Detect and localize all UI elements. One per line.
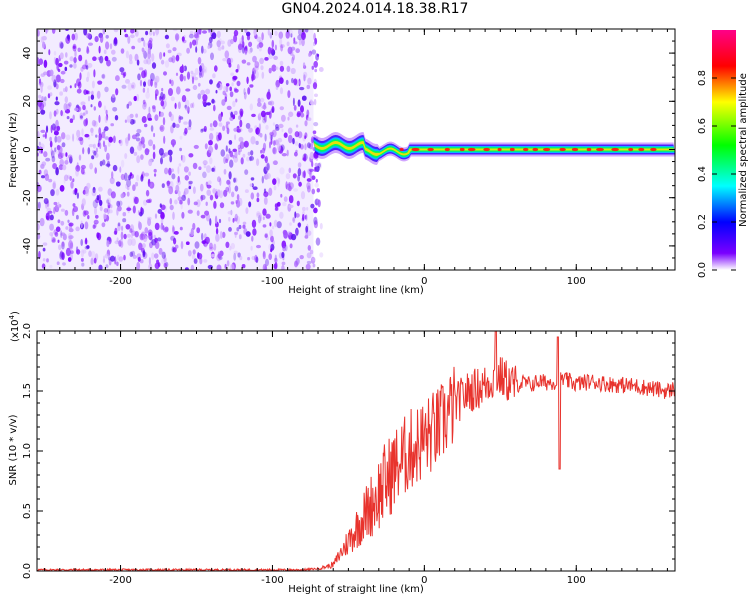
- colorbar-tick-label: 0.0: [697, 262, 708, 278]
- colorbar-tick-label: 0.4: [697, 166, 708, 182]
- snr-multiplier: (x104): [8, 311, 21, 342]
- spectrogram-xlabel: Height of straight line (km): [288, 285, 424, 296]
- spectrogram-ytick-label: 0: [22, 146, 33, 152]
- snr-ytick-label: 0.0: [22, 563, 33, 579]
- spectrogram-xtick-label: 100: [567, 276, 586, 287]
- spectrogram-ytick-label: 20: [22, 95, 33, 108]
- colorbar-tick-label: 0.8: [697, 70, 708, 86]
- snr-ytick-label: 0.5: [22, 503, 33, 519]
- spectrogram-xtick-label: -100: [261, 276, 284, 287]
- snr-ytick-label: 1.5: [22, 383, 33, 399]
- snr-ylabel: SNR (10 * v/v): [8, 414, 19, 485]
- spectrogram-ytick-label: -20: [22, 190, 33, 206]
- snr-ytick-label: 1.0: [22, 443, 33, 459]
- spectrogram-xtick-label: -200: [109, 276, 132, 287]
- colorbar: 0.0 0.2 0.4 0.6 0.8 Normalized spectral ampl…: [697, 30, 749, 278]
- snr-xtick-label: -100: [261, 575, 284, 586]
- snr-xtick-label: 0: [421, 575, 427, 586]
- spectrogram-ytick-label: -40: [22, 238, 33, 254]
- snr-plot: -200 -100 0 100 0.0 0.5 1.0 1.5 2.0 Height of st…: [8, 311, 676, 595]
- noise-region: [37, 29, 324, 270]
- colorbar-label: Normalized spectral amplitude: [738, 73, 749, 227]
- colorbar-gradient: [712, 30, 736, 270]
- snr-series-line: [37, 331, 675, 571]
- spectrogram-xtick-label: 0: [421, 276, 427, 287]
- snr-xlabel: Height of straight line (km): [288, 584, 424, 595]
- colorbar-tick-label: 0.2: [697, 214, 708, 230]
- snr-xtick-label: -200: [109, 575, 132, 586]
- snr-xtick-label: 100: [567, 575, 586, 586]
- chart-title: GN04.2024.014.18.38.R17: [281, 1, 469, 17]
- spectrogram-ylabel: Frequency (Hz): [8, 112, 19, 188]
- colorbar-tick-label: 0.6: [697, 118, 708, 134]
- spectrogram-ytick-label: 40: [22, 47, 33, 60]
- signal-band: [313, 132, 675, 165]
- snr-ytick-label: 2.0: [22, 323, 33, 339]
